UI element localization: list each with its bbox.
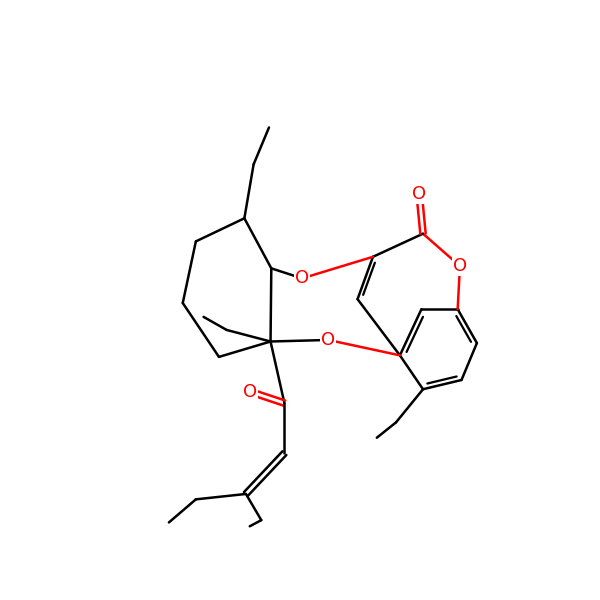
Text: O: O bbox=[295, 269, 309, 287]
Text: O: O bbox=[242, 383, 257, 401]
Text: O: O bbox=[453, 257, 467, 275]
Text: O: O bbox=[321, 331, 335, 349]
Text: O: O bbox=[412, 185, 426, 203]
